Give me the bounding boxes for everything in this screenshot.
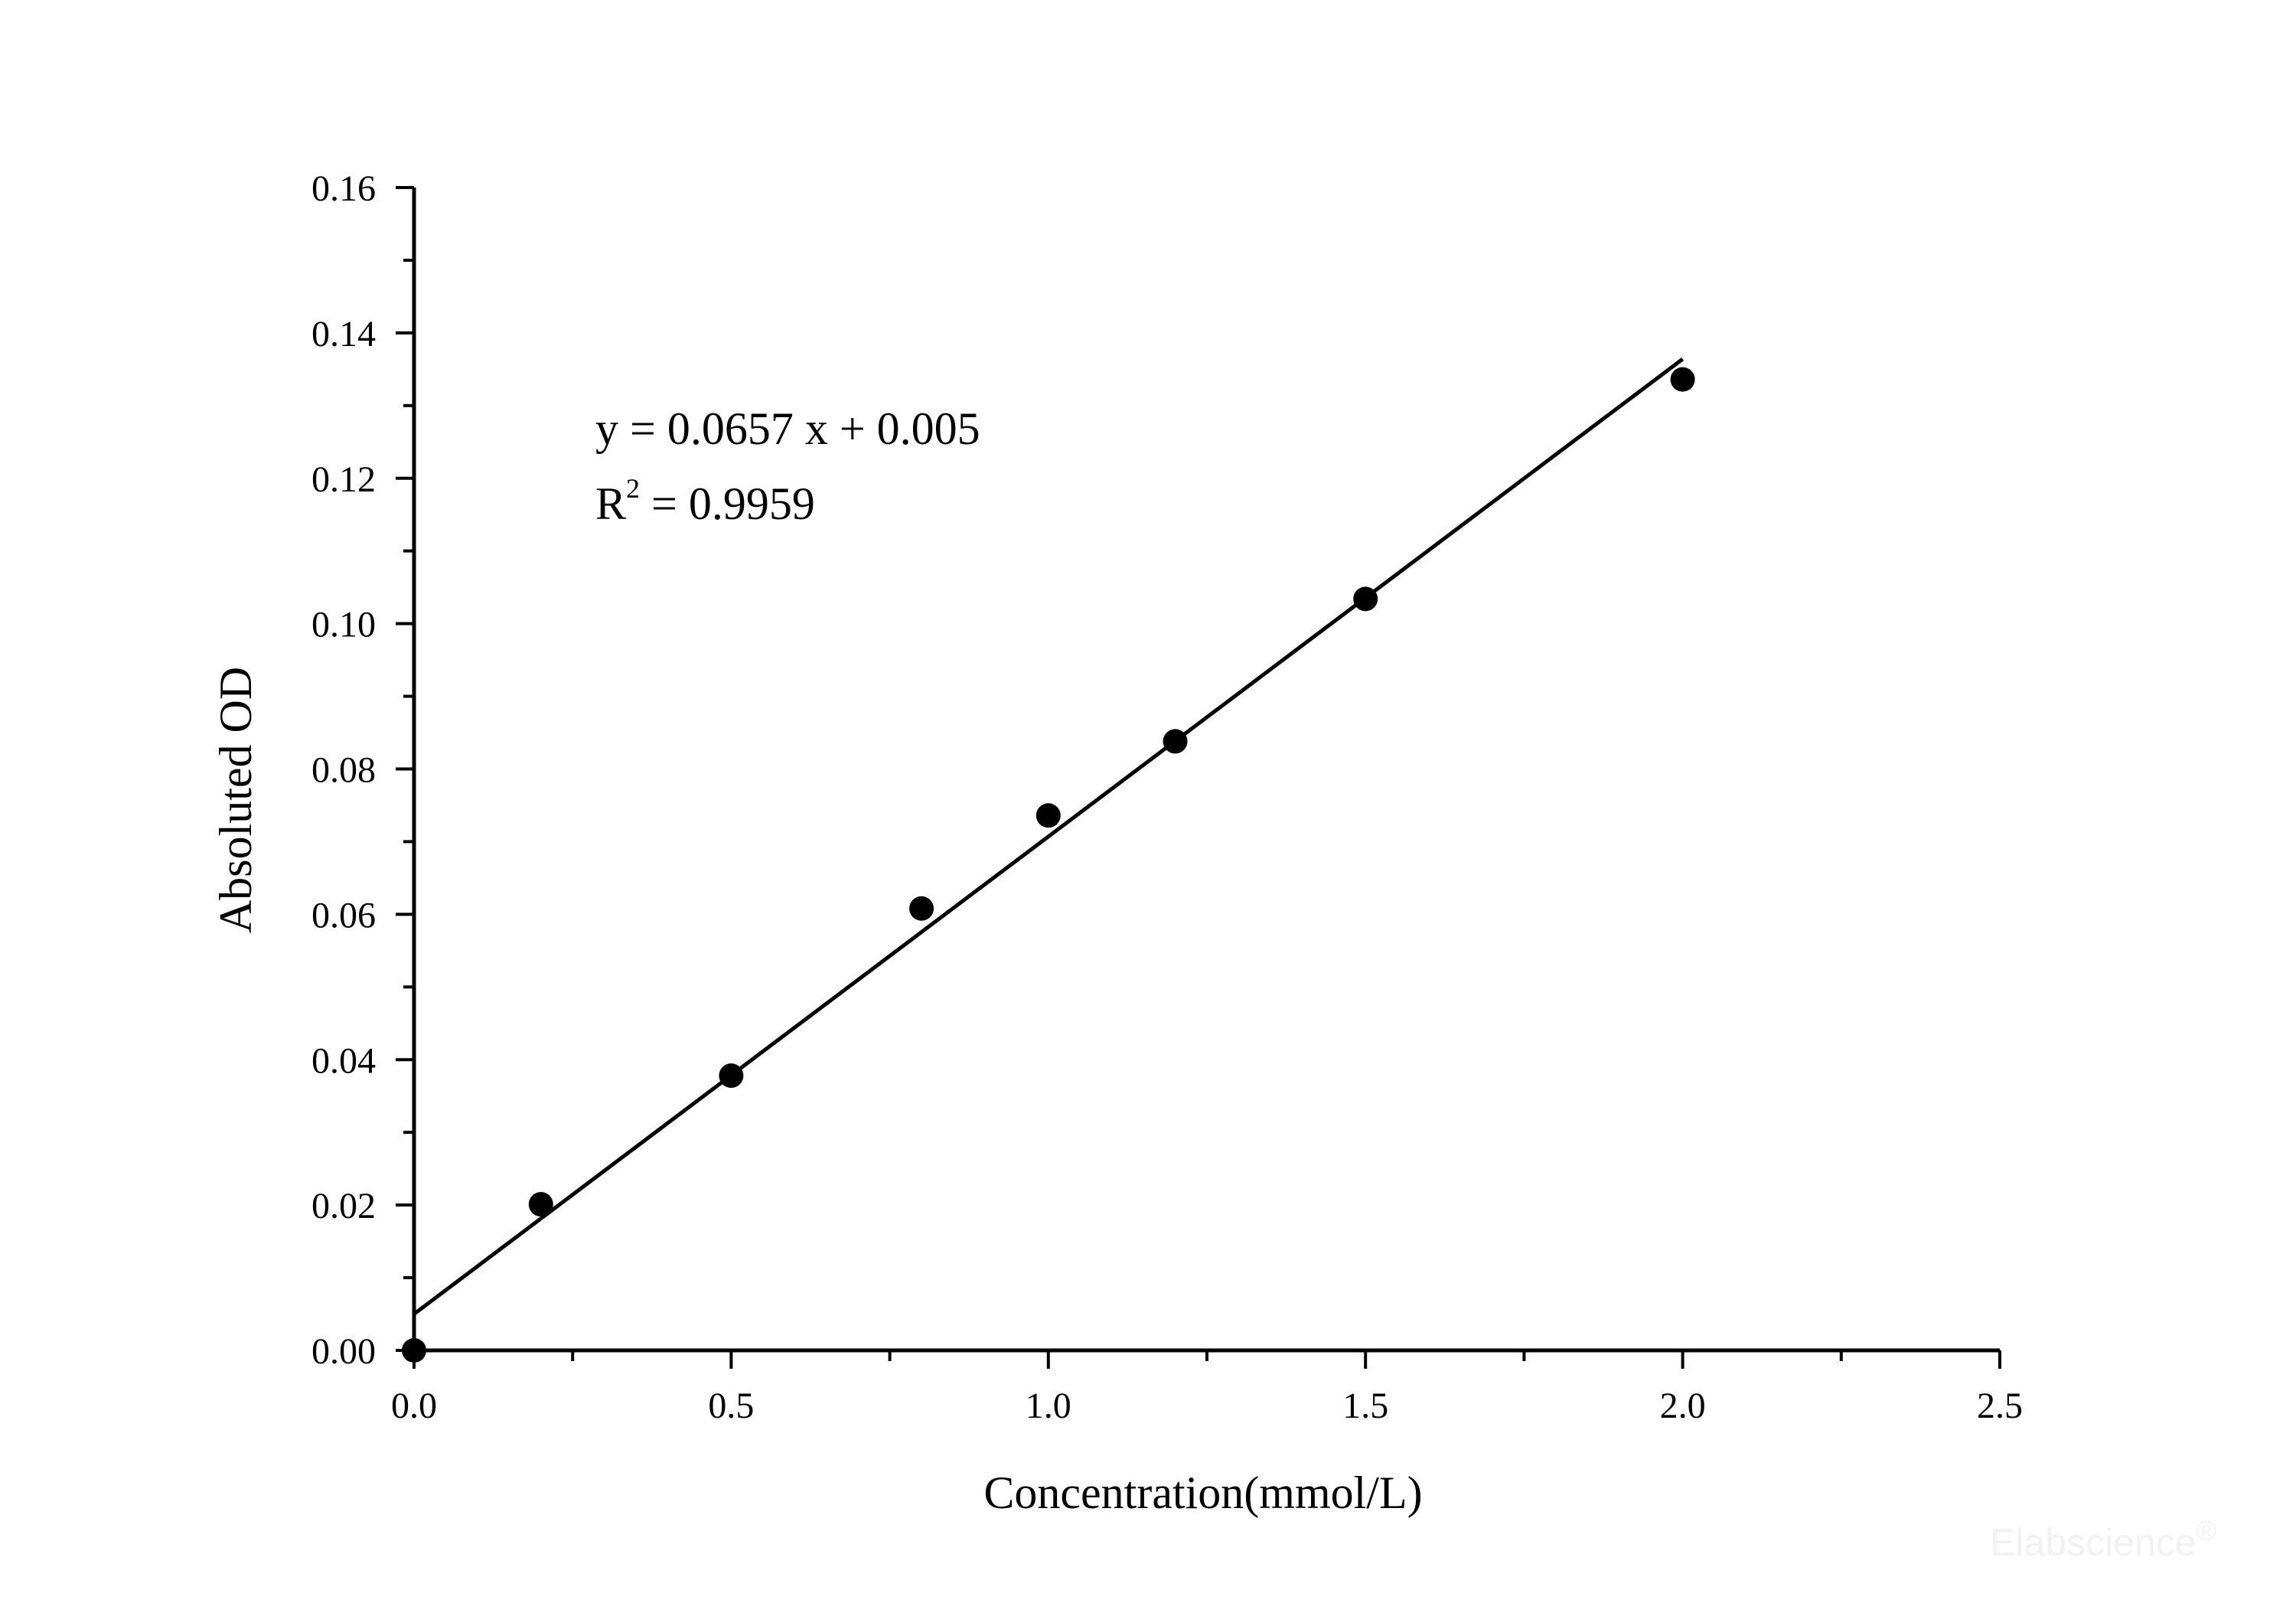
r-squared-prefix: R <box>595 478 626 529</box>
y-tick-label: 0.08 <box>311 750 376 791</box>
watermark: Elabscience® <box>1990 1515 2216 1564</box>
data-point <box>909 896 934 921</box>
axes <box>412 188 2000 1353</box>
data-point <box>1670 367 1695 392</box>
data-point <box>1163 729 1188 754</box>
data-point <box>1353 586 1378 612</box>
fit-equation: y = 0.0657 x + 0.005 <box>595 403 980 454</box>
x-tick-label: 0.5 <box>708 1386 754 1426</box>
r-squared: R2 = 0.9959 <box>595 473 815 529</box>
data-point <box>1035 803 1061 828</box>
x-tick-label: 2.0 <box>1660 1386 1706 1426</box>
x-tick-label: 2.5 <box>1977 1386 2023 1426</box>
fit-line-group <box>413 357 1684 1316</box>
y-axis-title: Absoluted OD <box>210 667 261 933</box>
data-points <box>402 367 1695 1363</box>
data-point <box>719 1063 744 1089</box>
x-axis-title: Concentration(mmol/L) <box>983 1468 1422 1518</box>
x-tick-label: 0.0 <box>391 1386 437 1426</box>
y-tick-label: 0.00 <box>311 1331 376 1372</box>
data-point <box>402 1338 426 1363</box>
y-tick-label: 0.06 <box>311 895 376 935</box>
data-point <box>528 1192 553 1217</box>
fit-line <box>413 357 1684 1316</box>
y-tick-label: 0.10 <box>311 605 376 645</box>
r-squared-superscript: 2 <box>626 473 640 504</box>
y-tick-label: 0.04 <box>311 1040 376 1081</box>
x-tick-label: 1.5 <box>1342 1386 1388 1426</box>
y-tick-label: 0.16 <box>311 168 376 209</box>
watermark-text: Elabscience <box>1990 1521 2197 1564</box>
y-tick-label: 0.12 <box>311 459 376 500</box>
r-squared-value: = 0.9959 <box>640 478 815 529</box>
x-tick-label: 1.0 <box>1026 1386 1071 1426</box>
ticks: 0.0 0.5 1.0 1.5 2.0 2.5 0.00 0.02 0.04 0.06 0.08 0.… <box>311 168 2023 1426</box>
watermark-registered-mark: ® <box>2197 1515 2217 1546</box>
y-tick-label: 0.02 <box>311 1186 376 1226</box>
y-tick-label: 0.14 <box>311 314 376 354</box>
